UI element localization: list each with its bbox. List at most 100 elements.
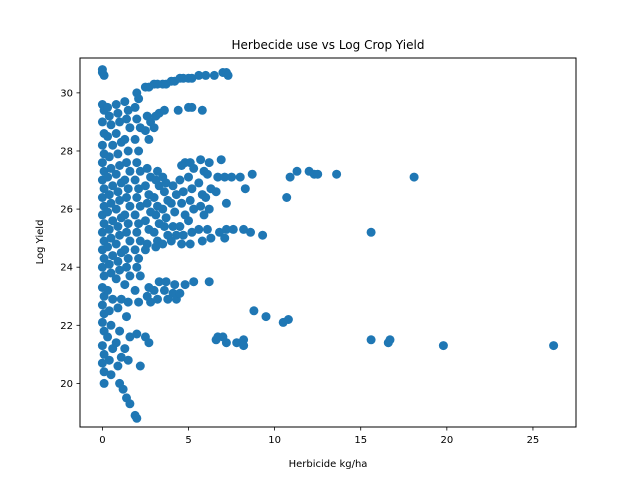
data-point	[122, 312, 131, 322]
data-point	[227, 172, 237, 182]
data-point	[97, 341, 107, 351]
data-point	[140, 216, 150, 226]
x-tick-label: 20	[440, 435, 453, 446]
data-point	[332, 169, 342, 179]
data-point	[99, 184, 109, 194]
data-point	[140, 245, 150, 255]
x-tick-label: 25	[527, 435, 540, 446]
axes-frame	[79, 57, 577, 428]
data-point	[171, 190, 181, 200]
data-point	[213, 172, 223, 182]
x-axis-ticks: 0 5 10 15 20 25	[99, 427, 539, 446]
data-point	[185, 239, 195, 249]
data-point	[187, 184, 197, 194]
data-point	[104, 259, 114, 269]
data-point	[120, 97, 130, 107]
data-point	[142, 198, 152, 208]
data-point	[409, 172, 419, 182]
data-point	[140, 181, 150, 191]
x-tick-label: 10	[268, 435, 281, 446]
data-point	[168, 181, 178, 191]
data-point	[211, 187, 221, 197]
data-point	[106, 120, 116, 130]
data-point	[125, 123, 135, 133]
data-point	[97, 193, 107, 202]
data-point	[235, 172, 245, 182]
data-point	[122, 193, 131, 202]
data-point	[194, 178, 204, 188]
chart-title: Herbecide use vs Log Crop Yield	[232, 38, 425, 52]
data-point	[104, 190, 114, 200]
data-point	[385, 335, 395, 345]
data-point	[103, 285, 113, 295]
data-point	[184, 172, 193, 182]
data-point	[135, 201, 145, 211]
y-tick-label: 20	[60, 379, 73, 390]
data-point	[115, 161, 125, 170]
data-point	[151, 242, 161, 252]
data-point	[161, 277, 171, 287]
data-point	[135, 236, 145, 246]
data-point	[113, 256, 123, 266]
data-point	[132, 193, 142, 202]
data-point	[104, 355, 114, 365]
data-point	[202, 224, 212, 234]
data-point	[99, 254, 109, 263]
data-point	[196, 201, 206, 211]
data-point	[249, 306, 259, 316]
data-point	[103, 207, 113, 217]
data-point	[134, 297, 144, 307]
data-point	[159, 285, 169, 295]
data-point	[123, 297, 133, 307]
data-point	[120, 175, 130, 185]
data-point	[187, 73, 197, 83]
data-point	[108, 251, 118, 261]
data-point	[232, 338, 242, 348]
data-point	[206, 233, 216, 243]
data-point	[115, 117, 125, 127]
data-point	[123, 219, 133, 229]
data-point	[120, 245, 130, 255]
data-point	[130, 102, 140, 112]
data-point	[159, 187, 169, 197]
data-point	[438, 341, 448, 351]
data-point	[108, 294, 118, 304]
data-point	[197, 236, 207, 246]
data-point	[149, 193, 159, 202]
data-point	[97, 117, 107, 127]
data-point	[177, 239, 187, 249]
data-point	[142, 163, 152, 173]
x-tick-label: 0	[99, 435, 105, 446]
data-point	[154, 277, 164, 287]
data-point	[134, 254, 144, 263]
data-point	[106, 198, 116, 208]
data-point	[111, 129, 121, 138]
data-point	[103, 332, 113, 342]
data-point	[283, 315, 293, 324]
data-point	[239, 341, 249, 351]
data-point	[104, 224, 114, 234]
x-tick-label: 5	[185, 435, 191, 446]
data-point	[111, 100, 121, 109]
data-point	[194, 224, 204, 234]
data-point	[130, 245, 140, 255]
data-point	[108, 181, 118, 191]
data-point	[125, 399, 135, 409]
data-point	[175, 288, 185, 298]
data-point	[175, 222, 185, 231]
data-point	[189, 277, 199, 287]
data-point	[221, 338, 231, 348]
data-point	[97, 227, 107, 237]
data-point	[135, 271, 145, 281]
data-point	[194, 70, 204, 80]
data-point	[178, 230, 188, 240]
data-point	[220, 233, 230, 243]
y-tick-label: 24	[60, 263, 73, 274]
y-axis-label: Log Yield	[35, 220, 46, 265]
data-point	[113, 361, 123, 371]
y-tick-label: 22	[60, 321, 73, 332]
data-point	[144, 134, 154, 144]
data-point	[118, 384, 128, 394]
data-point	[204, 204, 214, 214]
